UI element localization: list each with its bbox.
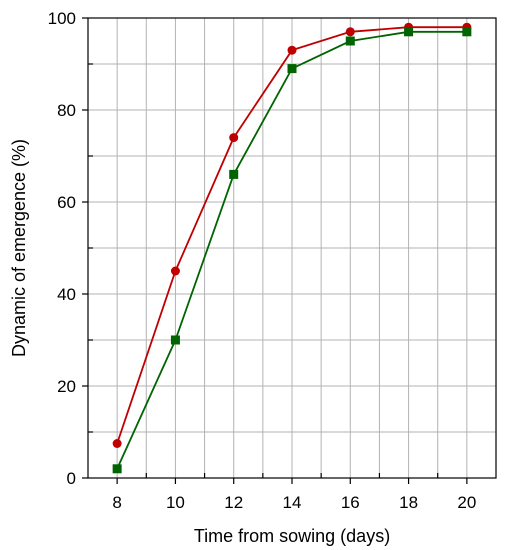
y-tick-label: 80 xyxy=(57,101,76,120)
series-layer xyxy=(112,22,472,474)
data-point xyxy=(112,464,122,474)
data-point xyxy=(112,439,122,448)
grid xyxy=(88,18,496,478)
x-tick-label: 18 xyxy=(399,493,418,512)
series-1 xyxy=(112,22,472,448)
data-point xyxy=(404,27,414,37)
y-axis-title: Dynamic of emergence (%) xyxy=(9,139,29,357)
data-point xyxy=(345,36,355,46)
data-point xyxy=(287,64,297,74)
x-tick-label: 14 xyxy=(283,493,302,512)
x-tick-label: 10 xyxy=(166,493,185,512)
y-tick-label: 40 xyxy=(57,285,76,304)
y-tick-label: 100 xyxy=(48,9,76,28)
y-tick-labels: 0 20 40 60 80 100 xyxy=(48,9,76,488)
x-tick-label: 12 xyxy=(224,493,243,512)
data-point xyxy=(229,133,239,143)
series-2 xyxy=(112,27,472,474)
x-tick-label: 20 xyxy=(457,493,476,512)
data-point xyxy=(170,266,180,276)
data-point xyxy=(287,45,297,55)
y-tick-label: 0 xyxy=(67,469,76,488)
x-tick-label: 8 xyxy=(112,493,121,512)
data-point xyxy=(229,169,239,179)
x-tick-labels: 8 10 12 14 16 18 20 xyxy=(112,493,476,512)
data-point xyxy=(345,27,355,37)
data-point xyxy=(170,335,180,345)
y-tick-label: 20 xyxy=(57,377,76,396)
ticks xyxy=(82,17,468,484)
x-axis-title: Time from sowing (days) xyxy=(194,526,390,546)
data-point xyxy=(462,27,472,37)
x-tick-label: 16 xyxy=(341,493,360,512)
y-tick-label: 60 xyxy=(57,193,76,212)
